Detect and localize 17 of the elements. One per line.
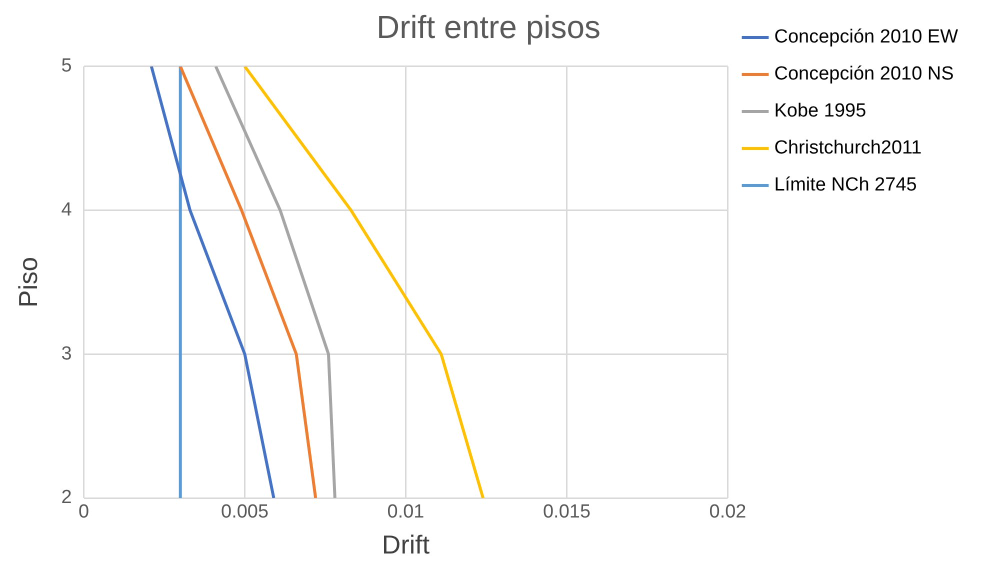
y-tick-label: 5 xyxy=(61,56,72,77)
legend-label: Concepción 2010 NS xyxy=(774,64,954,85)
legend-label: Kobe 1995 xyxy=(774,100,866,122)
y-tick-label: 3 xyxy=(61,343,72,364)
x-tick-label: 0.01 xyxy=(387,502,424,523)
x-tick-label: 0.02 xyxy=(709,502,746,523)
legend-label: Christchurch2011 xyxy=(774,138,922,159)
x-tick-label: 0.005 xyxy=(220,502,269,523)
chart-title: Drift entre pisos xyxy=(376,9,601,46)
x-tick-label: 0.015 xyxy=(542,502,591,523)
y-tick-label: 2 xyxy=(61,487,72,508)
legend-label: Límite NCh 2745 xyxy=(774,174,917,196)
x-axis-title: Drift xyxy=(382,530,430,560)
x-tick-label: 0 xyxy=(78,502,90,523)
y-tick-label: 4 xyxy=(61,200,72,220)
y-axis-title: Piso xyxy=(12,256,43,308)
legend-label: Concepción 2010 EW xyxy=(774,26,958,48)
